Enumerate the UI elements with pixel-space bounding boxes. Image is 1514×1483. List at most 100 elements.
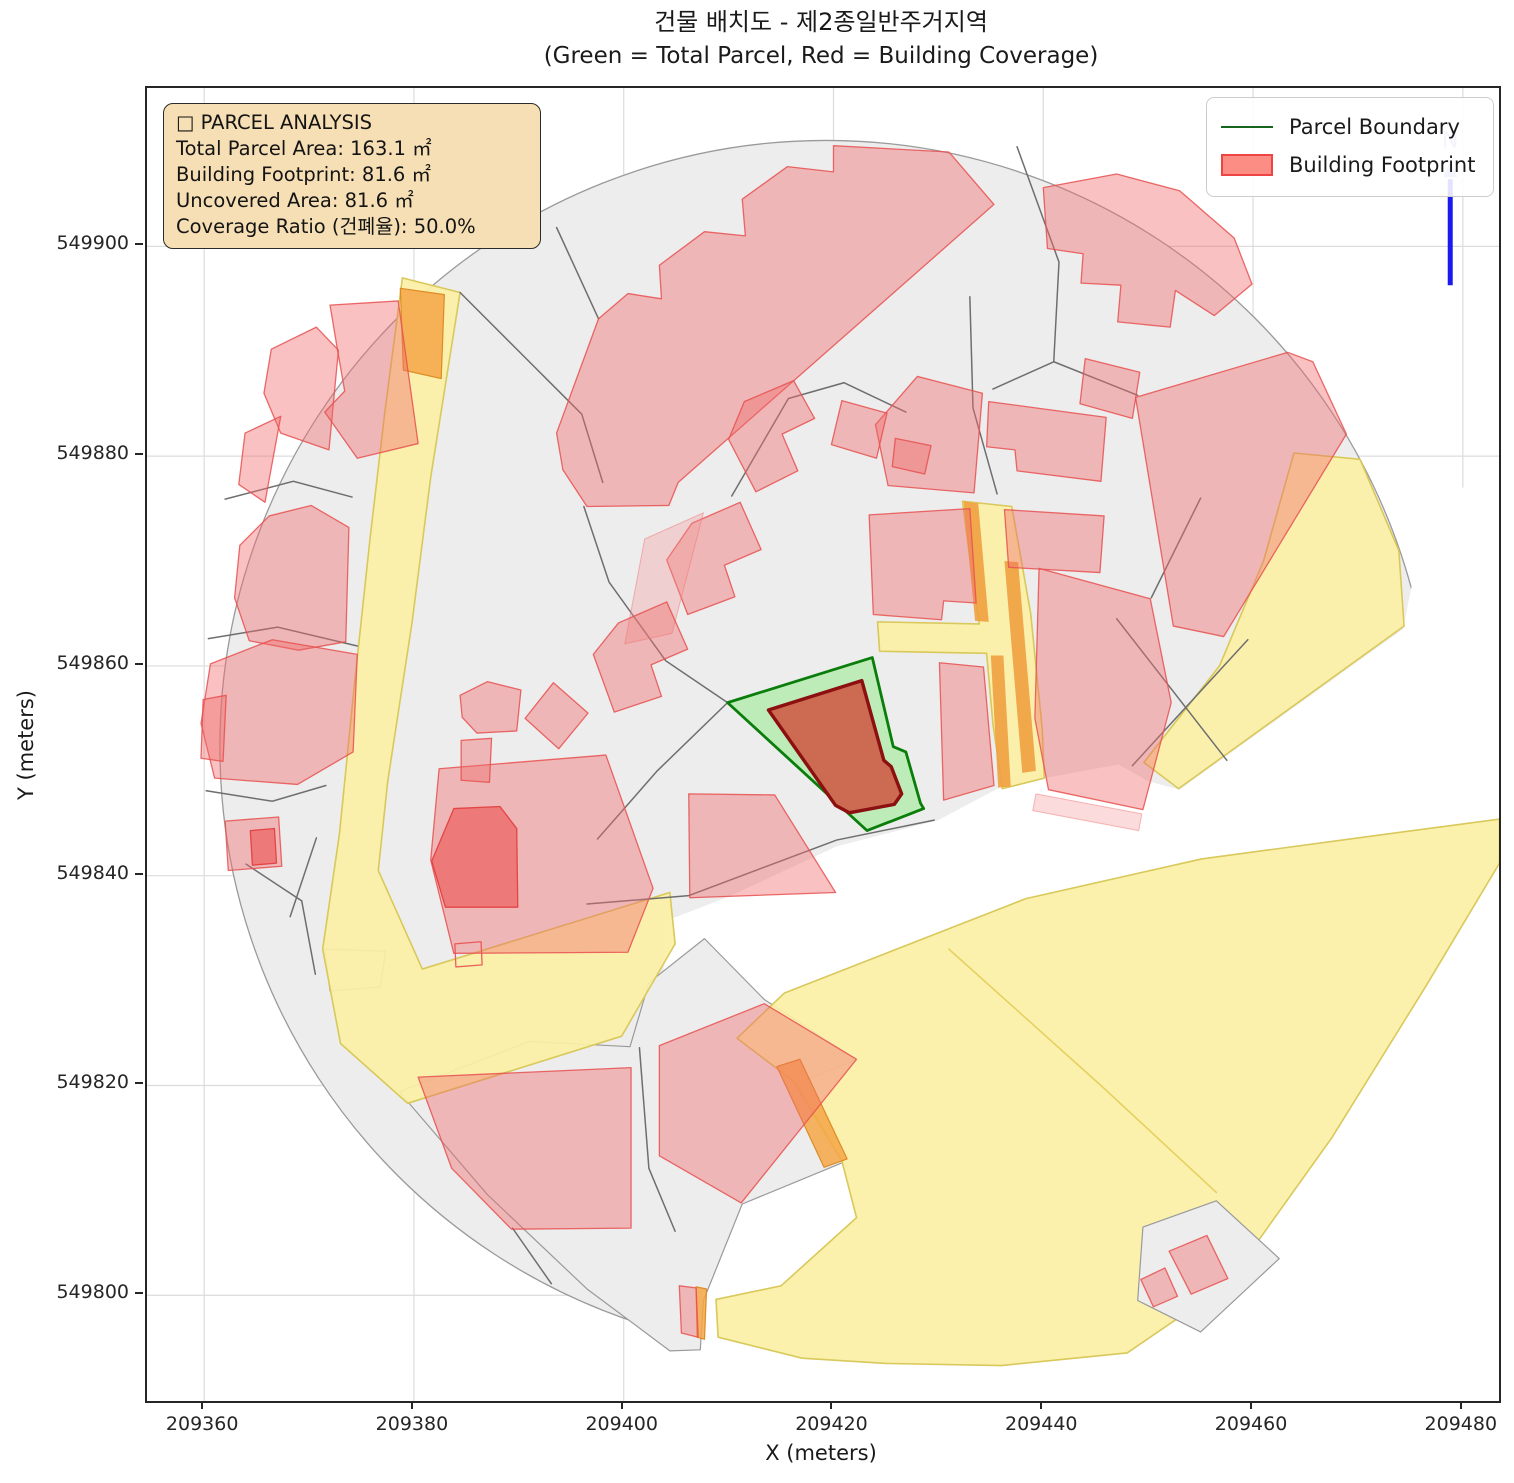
parcel-lines-layer	[205, 145, 1249, 1285]
building-center-small	[891, 437, 932, 475]
orange-edge-strip-1	[963, 501, 989, 622]
building-L-2	[830, 399, 888, 459]
parcel-boundary-line-icon	[1221, 126, 1273, 128]
orange-edge-strip-3	[1004, 561, 1036, 773]
building-footprint-patch-icon	[1221, 154, 1273, 176]
building-br-tiny-2	[1140, 1267, 1179, 1308]
parcel-line	[207, 626, 359, 647]
x-tick-label: 209380	[375, 1413, 449, 1435]
y-tick-mark	[135, 1292, 143, 1295]
page-title: 건물 배치도 - 제2종일반주거지역	[654, 8, 988, 36]
building-stair-small-2	[460, 737, 493, 784]
building-west-sliver	[200, 694, 227, 763]
building-east-mid	[1003, 508, 1105, 574]
legend-row-building-footprint: Building Footprint	[1221, 146, 1479, 184]
parcel-line	[1016, 145, 1060, 363]
building-sw-dark-pentagon	[431, 805, 519, 908]
y-tick-label: 549860	[56, 651, 129, 674]
x-tick-label: 209400	[585, 1413, 658, 1435]
building-center-square	[868, 507, 977, 621]
orange-sliver-bottom	[695, 1286, 708, 1340]
info-total-parcel-area: Total Parcel Area: 163.1 ㎡	[176, 136, 432, 160]
y-tick-mark	[135, 872, 143, 875]
building-east-lower-sliver	[1032, 793, 1143, 832]
parcel-line	[224, 480, 353, 500]
building-wedge-left-quad	[417, 1066, 632, 1230]
parcel-line	[245, 863, 317, 976]
legend-row-parcel-boundary: Parcel Boundary	[1221, 108, 1479, 146]
page-subtitle: (Green = Total Parcel, Red = Building Co…	[543, 42, 1099, 69]
highlight-building-footprint	[766, 678, 904, 815]
orange-edge-strip-2	[990, 655, 1011, 788]
info-building-footprint: Building Footprint: 81.6 ㎡	[176, 162, 432, 186]
x-tick-mark	[620, 1401, 623, 1409]
parcel-line	[596, 701, 729, 840]
y-tick-label: 549800	[56, 1281, 129, 1304]
x-tick-mark	[830, 1401, 833, 1409]
buildings-layer	[200, 145, 1348, 1338]
building-west-upper	[233, 504, 350, 651]
legend-label: Parcel Boundary	[1289, 115, 1460, 139]
parcel-line	[969, 295, 998, 495]
building-ne-small	[1079, 357, 1141, 420]
y-tick-mark	[135, 243, 143, 246]
road-overlap-line	[948, 948, 1218, 1194]
parcel-line	[1131, 638, 1249, 767]
plot-area: N	[145, 86, 1501, 1403]
building-right-pentagon	[1134, 351, 1348, 638]
parcel-line	[583, 505, 729, 704]
building-tilted-square	[524, 682, 589, 750]
orange-parcel-topleft	[399, 287, 445, 380]
building-east-upper	[985, 400, 1107, 482]
building-ne-arc	[1042, 173, 1253, 328]
building-nw-stepped	[324, 300, 419, 459]
x-tick-label: 209360	[165, 1413, 239, 1435]
building-top-band	[555, 145, 995, 508]
x-tick-mark	[201, 1401, 204, 1409]
y-tick-label: 549900	[56, 232, 129, 255]
x-tick-label: 209440	[1004, 1413, 1078, 1435]
building-br-tiny-1	[1168, 1234, 1229, 1295]
building-L-3	[666, 501, 762, 616]
info-uncovered-area: Uncovered Area: 81.6 ㎡	[176, 188, 414, 212]
parcel-line	[586, 819, 935, 905]
y-tick-mark	[135, 1082, 143, 1085]
x-tick-label: 209480	[1424, 1413, 1498, 1435]
parcel-line	[555, 226, 600, 320]
y-tick-mark	[135, 453, 143, 456]
building-center-pentagon	[874, 375, 984, 494]
bottom-right-sliver-parcel	[1137, 1200, 1280, 1333]
parcel-line	[992, 361, 1055, 390]
chart-title-block: 건물 배치도 - 제2종일반주거지역 (Green = Total Parcel…	[145, 6, 1497, 72]
parcel-line	[459, 291, 604, 484]
building-outline-only	[454, 941, 483, 968]
building-L-4	[592, 601, 689, 713]
info-coverage-ratio: Coverage Ratio (건폐율): 50.0%	[176, 214, 476, 238]
y-tick-mark	[135, 662, 143, 665]
orange-stripe-bottom	[776, 1058, 848, 1168]
parcel-line	[205, 784, 327, 803]
parcel-line	[511, 1227, 553, 1285]
building-L-1	[727, 379, 816, 493]
building-nw-arc-sliver	[263, 326, 340, 451]
building-south-trapezoid	[688, 793, 837, 899]
x-axis-label: X (meters)	[765, 1441, 877, 1465]
x-tick-mark	[410, 1401, 413, 1409]
parcel-line	[730, 381, 907, 497]
building-east-lower	[1034, 567, 1172, 811]
x-tick-mark	[1459, 1401, 1462, 1409]
x-tick-label: 209460	[1214, 1413, 1288, 1435]
y-tick-label: 549840	[56, 861, 129, 884]
building-stair-small	[459, 681, 522, 734]
parcel-line	[638, 1046, 676, 1233]
y-tick-label: 549880	[56, 442, 129, 465]
x-tick-label: 209420	[795, 1413, 868, 1435]
building-nw-triangle	[238, 415, 282, 503]
x-tick-mark	[1250, 1401, 1253, 1409]
y-tick-label: 549820	[56, 1071, 129, 1094]
y-axis-label: Y (meters)	[14, 690, 38, 800]
x-tick-mark	[1040, 1401, 1043, 1409]
building-east-of-parcel	[938, 662, 995, 801]
legend: Parcel Boundary Building Footprint	[1206, 97, 1494, 197]
